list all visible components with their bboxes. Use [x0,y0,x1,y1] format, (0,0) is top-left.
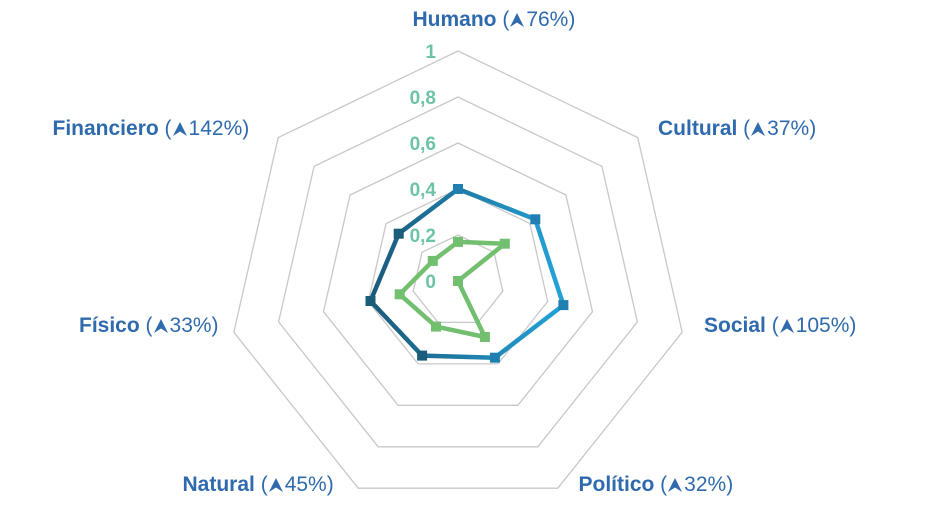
axis-name: Natural [182,473,255,496]
arrow-up-icon [510,13,525,27]
tick-label: 1 [425,42,436,63]
axis-change: 105% [795,314,850,337]
axis-name: Humano [412,8,497,31]
tick-label: 0 [425,272,436,293]
radial-tick-labels: 0 0,2 0,4 0,6 0,8 1 [410,42,437,293]
series-line-1 [368,186,566,360]
series-1-point [417,350,428,361]
tick-label: 0,4 [410,180,437,201]
axis-name: Físico [79,314,140,337]
radar-grid [233,50,683,489]
axis-label-humano: Humano (76%) [412,8,576,31]
arrow-up-icon [668,478,683,492]
series-1-point [453,184,463,194]
axis-change: 76% [526,8,569,31]
axis-name: Cultural [658,117,738,140]
axis-label-financiero: Financiero (142%) [52,117,250,140]
axis-label-cultural: Cultural (37%) [658,117,817,140]
axis-change: 32% [684,473,727,496]
tick-label: 0,8 [410,88,436,109]
series-2-point [431,321,441,332]
axis-name: Social [704,314,766,337]
grid-ring-5 [233,50,683,489]
series-2-point [453,236,463,247]
grid-ring-1 [412,234,504,324]
axis-label-político: Político (32%) [578,473,734,496]
tick-label: 0,2 [410,226,436,247]
arrow-up-icon [153,319,168,333]
axis-change: 45% [284,473,327,496]
arrow-up-icon [268,478,283,492]
series-2-point [499,238,510,249]
series-line-2 [397,239,508,340]
axis-label-físico: Físico (33%) [79,314,219,337]
series-1-point [530,214,541,225]
series-1-point [558,300,569,311]
axis-label-natural: Natural (45%) [182,473,334,496]
series-2-point [453,276,463,286]
tick-label: 0,6 [410,134,436,155]
axis-change: 37% [767,117,810,140]
series-2-point [479,332,490,342]
axis-change: 142% [188,117,243,140]
radar-series [365,184,569,363]
arrow-up-icon [751,122,766,136]
arrow-up-icon [172,122,187,136]
series-1-point [365,296,376,306]
series-1-point [393,228,404,239]
axis-name: Financiero [52,117,159,140]
grid-ring-3 [322,142,594,406]
series-1-point [489,352,500,363]
grid-ring-2 [367,188,549,365]
axis-label-social: Social (105%) [704,314,857,337]
series-2-point [427,255,438,266]
axis-change: 33% [169,314,212,337]
grid-ring-4 [277,96,639,448]
series-2-point [394,289,405,300]
arrow-up-icon [779,319,794,333]
axis-name: Político [578,473,655,496]
